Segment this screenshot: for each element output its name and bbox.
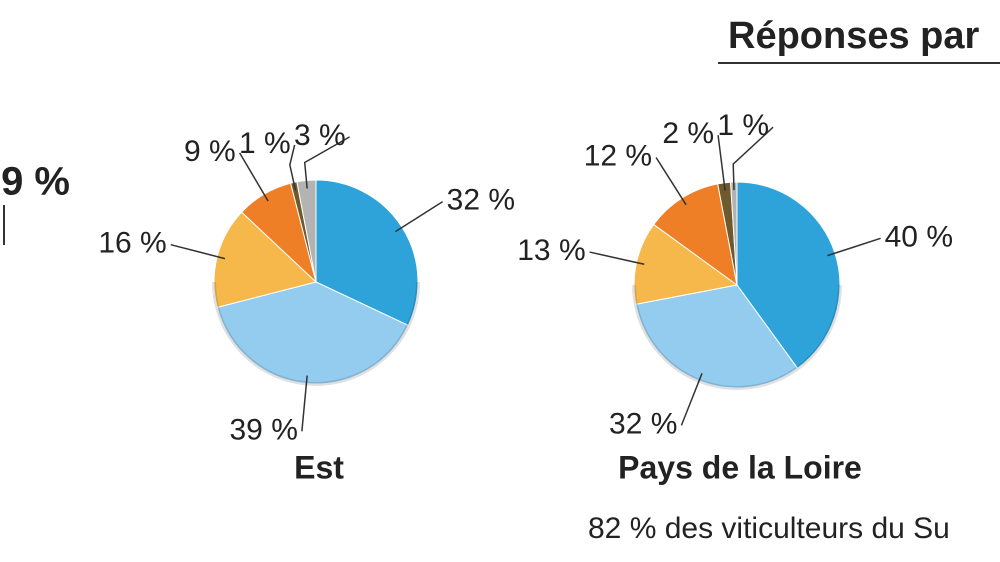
leader-line — [680, 373, 703, 426]
leader-line — [238, 152, 269, 202]
pie-title: Est — [294, 449, 344, 485]
leader-line — [303, 136, 351, 189]
value-label: 16 % — [98, 227, 166, 260]
pie-rim — [632, 284, 842, 390]
value-label: 32 % — [447, 184, 515, 217]
value-label: 2 % — [662, 117, 714, 150]
leader-line — [589, 251, 645, 266]
value-label: 1 % — [717, 109, 769, 142]
pie-title: Pays de la Loire — [618, 449, 862, 485]
leader-line — [732, 126, 774, 191]
leader-line — [655, 157, 687, 206]
leader-line — [301, 375, 308, 432]
value-label: 40 % — [885, 220, 953, 253]
value-label: 1 % — [239, 127, 291, 160]
value-label: 39 % — [229, 413, 297, 446]
value-label: 9 % — [184, 135, 236, 168]
value-label: 3 % — [294, 119, 346, 152]
heading: Réponses par — [728, 15, 980, 57]
leader-line — [289, 144, 297, 191]
pie-rim — [212, 281, 420, 386]
left-fragment: 9 % — [1, 160, 70, 204]
leader-line — [394, 200, 444, 233]
value-label: 32 % — [609, 407, 677, 440]
leader-line — [170, 243, 226, 260]
note: 82 % des viticulteurs du Su — [588, 512, 950, 545]
value-label: 13 % — [517, 234, 585, 267]
leader-line — [827, 237, 881, 257]
leader-line — [717, 135, 726, 191]
value-label: 12 % — [584, 139, 652, 172]
